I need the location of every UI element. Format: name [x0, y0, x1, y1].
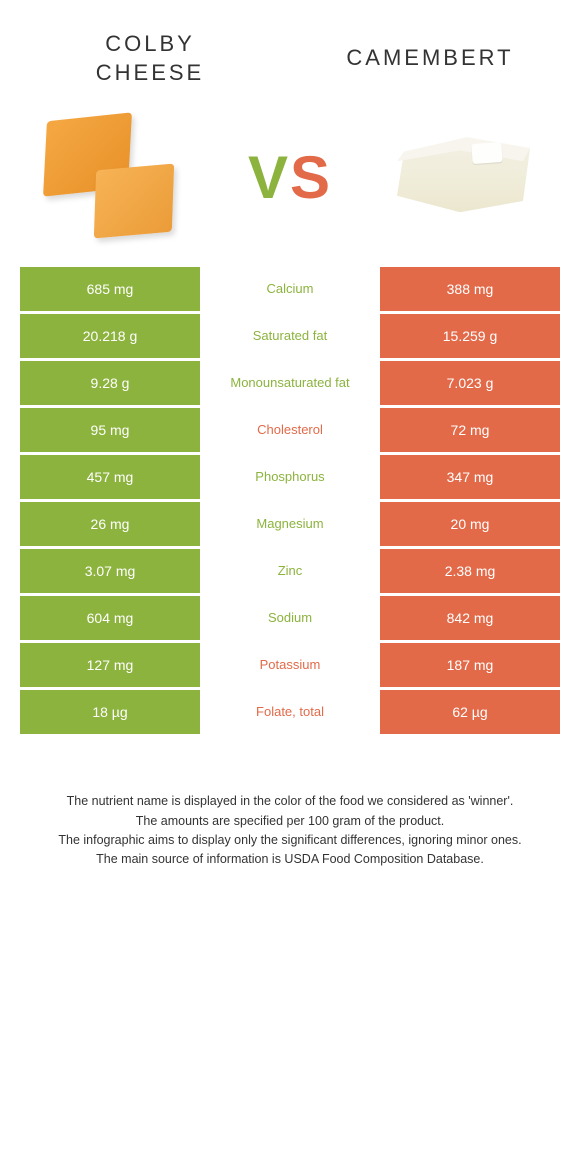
title-right: CAMEMBERT	[330, 44, 530, 73]
vs-s: S	[290, 144, 332, 211]
cell-left: 95 mg	[20, 408, 200, 452]
cell-nutrient: Folate, total	[200, 690, 380, 734]
nutrient-table: 685 mgCalcium388 mg20.218 gSaturated fat…	[20, 267, 560, 734]
table-row: 18 µgFolate, total62 µg	[20, 690, 560, 734]
cell-right: 347 mg	[380, 455, 560, 499]
cell-nutrient: Saturated fat	[200, 314, 380, 358]
cell-left: 685 mg	[20, 267, 200, 311]
colby-cheese-image	[40, 112, 200, 242]
title-left-line2: CHEESE	[96, 60, 204, 85]
footer-line1: The nutrient name is displayed in the co…	[35, 792, 545, 811]
cell-nutrient: Potassium	[200, 643, 380, 687]
header: COLBY CHEESE CAMEMBERT	[0, 0, 580, 97]
cell-nutrient: Phosphorus	[200, 455, 380, 499]
cell-left: 604 mg	[20, 596, 200, 640]
cell-right: 72 mg	[380, 408, 560, 452]
cell-nutrient: Monounsaturated fat	[200, 361, 380, 405]
vs-label: VS	[248, 143, 332, 212]
footer-line4: The main source of information is USDA F…	[35, 850, 545, 869]
footer-notes: The nutrient name is displayed in the co…	[0, 737, 580, 900]
table-row: 20.218 gSaturated fat15.259 g	[20, 314, 560, 358]
cell-nutrient: Zinc	[200, 549, 380, 593]
footer-line2: The amounts are specified per 100 gram o…	[35, 812, 545, 831]
footer-line3: The infographic aims to display only the…	[35, 831, 545, 850]
cell-right: 388 mg	[380, 267, 560, 311]
cell-right: 62 µg	[380, 690, 560, 734]
cell-right: 20 mg	[380, 502, 560, 546]
cell-nutrient: Magnesium	[200, 502, 380, 546]
cell-left: 3.07 mg	[20, 549, 200, 593]
table-row: 9.28 gMonounsaturated fat7.023 g	[20, 361, 560, 405]
table-row: 457 mgPhosphorus347 mg	[20, 455, 560, 499]
cell-left: 457 mg	[20, 455, 200, 499]
cell-nutrient: Sodium	[200, 596, 380, 640]
table-row: 604 mgSodium842 mg	[20, 596, 560, 640]
cell-left: 127 mg	[20, 643, 200, 687]
cell-right: 7.023 g	[380, 361, 560, 405]
table-row: 127 mgPotassium187 mg	[20, 643, 560, 687]
cell-right: 2.38 mg	[380, 549, 560, 593]
table-row: 685 mgCalcium388 mg	[20, 267, 560, 311]
cell-nutrient: Calcium	[200, 267, 380, 311]
camembert-image	[380, 112, 540, 242]
cell-left: 9.28 g	[20, 361, 200, 405]
cell-left: 20.218 g	[20, 314, 200, 358]
cell-left: 26 mg	[20, 502, 200, 546]
images-row: VS	[0, 97, 580, 267]
table-row: 26 mgMagnesium20 mg	[20, 502, 560, 546]
title-left-line1: COLBY	[105, 31, 195, 56]
cell-right: 187 mg	[380, 643, 560, 687]
cell-right: 15.259 g	[380, 314, 560, 358]
cell-right: 842 mg	[380, 596, 560, 640]
cell-nutrient: Cholesterol	[200, 408, 380, 452]
title-left: COLBY CHEESE	[50, 30, 250, 87]
table-row: 95 mgCholesterol72 mg	[20, 408, 560, 452]
table-row: 3.07 mgZinc2.38 mg	[20, 549, 560, 593]
vs-v: V	[248, 144, 290, 211]
cell-left: 18 µg	[20, 690, 200, 734]
